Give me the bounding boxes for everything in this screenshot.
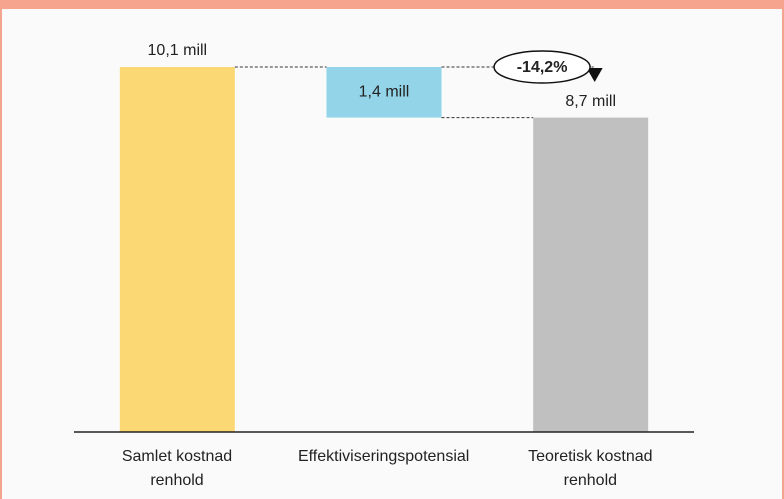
x-tick-label: Teoretisk kostnad renhold: [528, 448, 653, 489]
x-tick-label-box: Effektiviseringspotensial: [281, 445, 487, 469]
x-tick-label: Effektiviseringspotensial: [297, 448, 470, 465]
arrow: [586, 68, 603, 82]
bar: [119, 67, 235, 432]
annotation-ellipse: [493, 50, 591, 84]
value-label: 10,1 mill: [148, 42, 208, 59]
value-label: 8,7 mill: [565, 93, 616, 110]
value-label: 1,4 mill: [359, 84, 410, 101]
x-tick-label-box: Teoretisk kostnad renhold: [487, 445, 693, 493]
bar: [533, 117, 649, 433]
x-tick-label-box: Samlet kostnad renhold: [74, 445, 280, 493]
bar: [326, 67, 442, 118]
annotation: -14,2%: [517, 59, 568, 76]
x-tick-label: Samlet kostnad renhold: [121, 448, 233, 489]
